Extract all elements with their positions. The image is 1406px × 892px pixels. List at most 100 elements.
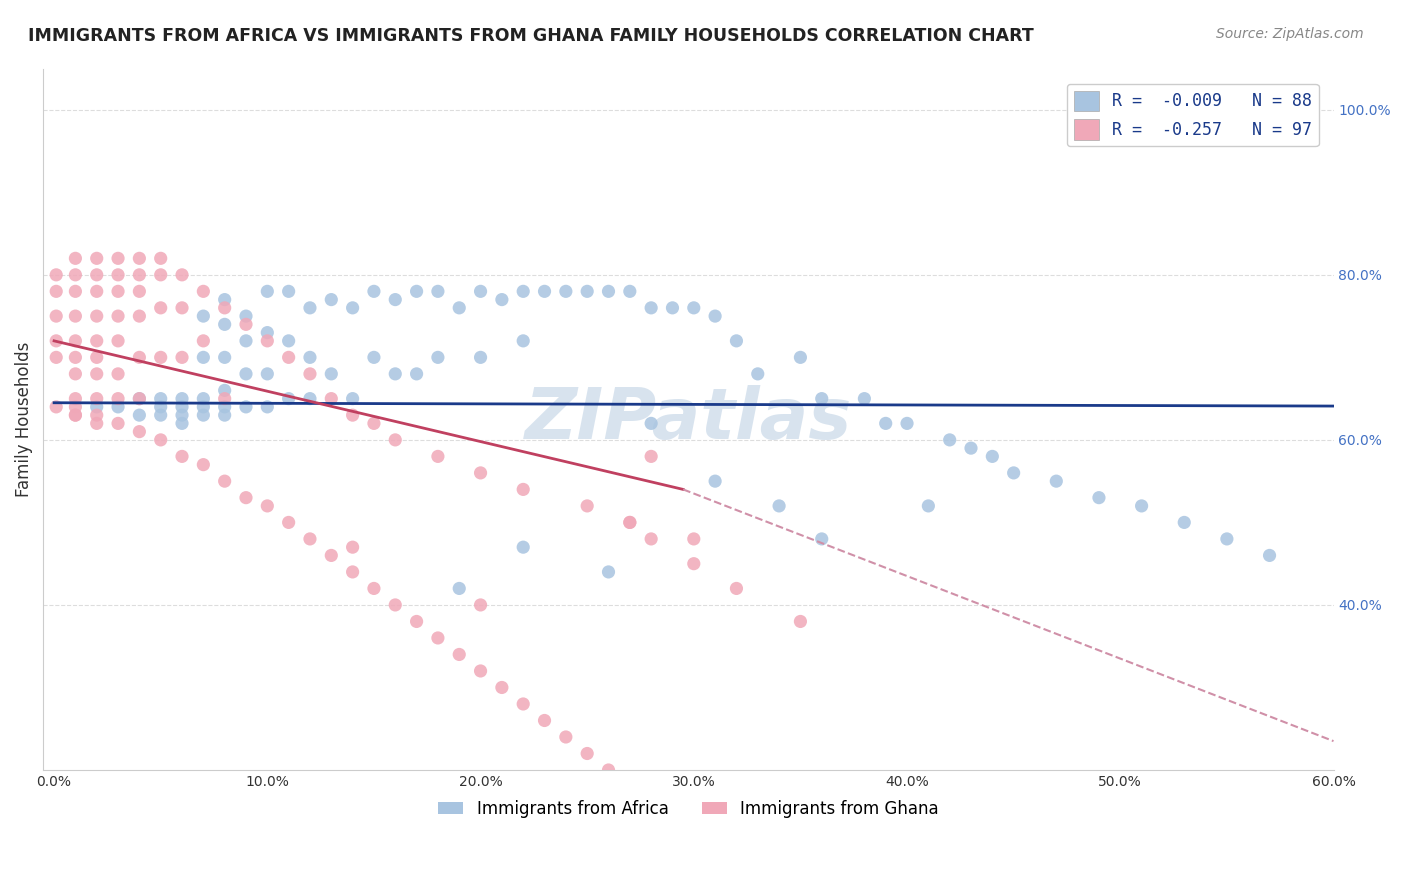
Point (277, 516, 299, 530)
Point (235, 367, 257, 381)
Point (321, 392, 343, 406)
Point (512, 540, 534, 554)
Point (214, 408, 236, 422)
Point (363, 582, 385, 596)
Point (256, 326, 278, 340)
Point (512, 285, 534, 299)
Legend: Immigrants from Africa, Immigrants from Ghana: Immigrants from Africa, Immigrants from … (432, 794, 945, 825)
Point (938, 433, 960, 447)
Point (470, 466, 492, 480)
Point (363, 417, 385, 431)
Point (107, 309, 129, 323)
Point (363, 351, 385, 365)
Point (1258, 549, 1281, 563)
Point (128, 351, 150, 365)
Point (449, 582, 471, 596)
Point (86, 392, 108, 406)
Point (214, 474, 236, 488)
Point (298, 532, 321, 546)
Point (449, 648, 471, 662)
Point (470, 351, 492, 365)
Point (235, 400, 257, 414)
Point (65, 408, 87, 422)
Point (214, 351, 236, 365)
Point (86, 351, 108, 365)
Point (682, 301, 704, 315)
Point (45, 351, 67, 365)
Point (45, 268, 67, 282)
Point (277, 351, 299, 365)
Point (214, 301, 236, 315)
Point (363, 285, 385, 299)
Point (256, 334, 278, 348)
Point (960, 441, 983, 455)
Point (149, 400, 172, 414)
Point (86, 334, 108, 348)
Point (619, 285, 641, 299)
Text: IMMIGRANTS FROM AFRICA VS IMMIGRANTS FROM GHANA FAMILY HOUSEHOLDS CORRELATION CH: IMMIGRANTS FROM AFRICA VS IMMIGRANTS FRO… (28, 27, 1033, 45)
Point (426, 285, 449, 299)
Point (214, 400, 236, 414)
Point (170, 268, 193, 282)
Point (576, 499, 599, 513)
Point (789, 351, 811, 365)
Point (107, 334, 129, 348)
Point (342, 301, 364, 315)
Text: ZIPatlas: ZIPatlas (524, 384, 852, 454)
Point (86, 367, 108, 381)
Point (214, 384, 236, 398)
Point (512, 483, 534, 497)
Point (128, 392, 150, 406)
Point (128, 425, 150, 439)
Point (256, 285, 278, 299)
Point (65, 268, 87, 282)
Point (256, 367, 278, 381)
Point (426, 631, 449, 645)
Point (86, 408, 108, 422)
Point (384, 598, 406, 612)
Point (65, 408, 87, 422)
Point (405, 615, 427, 629)
Point (235, 491, 257, 505)
Point (298, 351, 321, 365)
Point (128, 285, 150, 299)
Point (533, 714, 555, 728)
Point (321, 293, 343, 307)
Point (193, 458, 215, 472)
Point (426, 450, 449, 464)
Point (214, 293, 236, 307)
Point (193, 309, 215, 323)
Point (512, 334, 534, 348)
Point (405, 285, 427, 299)
Point (875, 417, 897, 431)
Point (449, 301, 471, 315)
Point (107, 392, 129, 406)
Point (235, 309, 257, 323)
Point (512, 697, 534, 711)
Point (256, 400, 278, 414)
Point (277, 334, 299, 348)
Point (277, 392, 299, 406)
Point (704, 474, 727, 488)
Point (149, 433, 172, 447)
Point (128, 252, 150, 266)
Point (789, 615, 811, 629)
Point (342, 565, 364, 579)
Point (619, 516, 641, 530)
Point (214, 318, 236, 332)
Point (45, 285, 67, 299)
Point (1045, 474, 1067, 488)
Point (704, 309, 727, 323)
Point (86, 268, 108, 282)
Point (107, 367, 129, 381)
Point (149, 351, 172, 365)
Point (342, 540, 364, 554)
Point (86, 309, 108, 323)
Text: Source: ZipAtlas.com: Source: ZipAtlas.com (1216, 27, 1364, 41)
Point (128, 408, 150, 422)
Point (65, 400, 87, 414)
Point (128, 309, 150, 323)
Point (491, 681, 513, 695)
Point (86, 285, 108, 299)
Point (65, 367, 87, 381)
